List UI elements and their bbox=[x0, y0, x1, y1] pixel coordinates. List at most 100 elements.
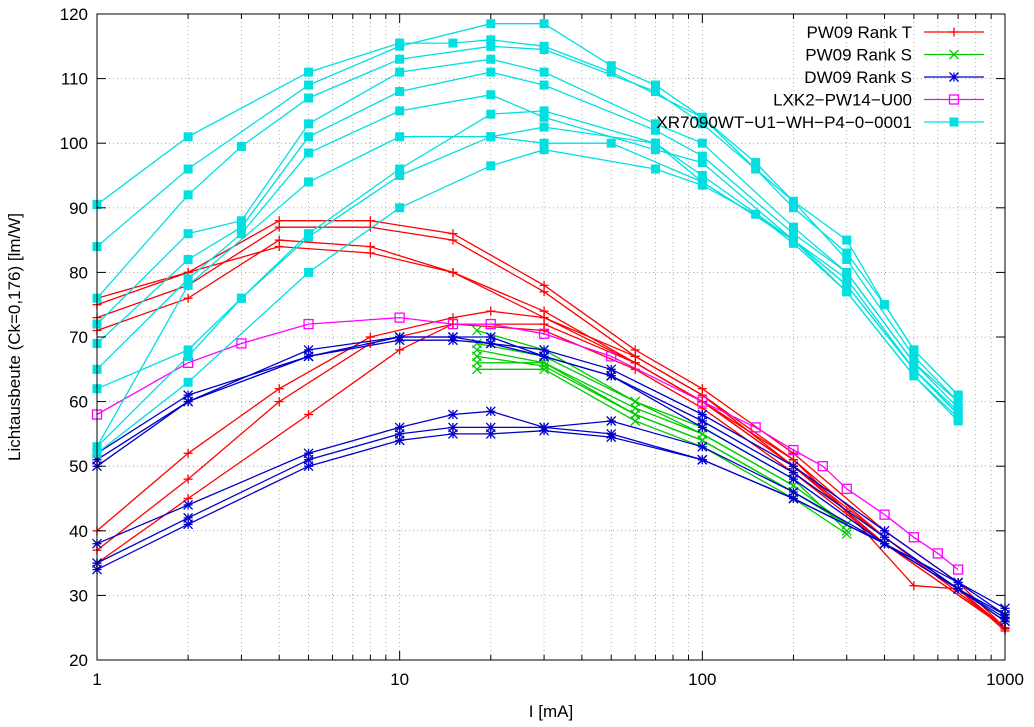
data-point bbox=[879, 509, 890, 520]
data-point bbox=[842, 274, 852, 284]
data-point bbox=[486, 161, 496, 171]
series-line bbox=[96, 316, 959, 571]
data-point bbox=[183, 190, 193, 200]
series-line bbox=[476, 329, 848, 532]
data-point bbox=[448, 267, 458, 277]
y-tick-label: 90 bbox=[69, 199, 88, 218]
data-point bbox=[274, 242, 284, 252]
series-xr7090wt-u1-wh-p4-0-0001-28 bbox=[92, 145, 963, 458]
data-point bbox=[448, 409, 458, 420]
data-point bbox=[606, 138, 616, 148]
data-point bbox=[630, 416, 641, 426]
legend: PW09 Rank T PW09 Rank S DW09 Rank S LXK2−PW… bbox=[656, 23, 984, 132]
data-point bbox=[236, 141, 246, 151]
data-point bbox=[842, 280, 852, 290]
legend-marker bbox=[949, 27, 959, 37]
data-point bbox=[304, 119, 314, 129]
data-point bbox=[606, 432, 617, 443]
data-point bbox=[697, 151, 707, 161]
data-point bbox=[486, 35, 496, 45]
data-point bbox=[395, 67, 405, 77]
y-tick-label: 20 bbox=[69, 651, 88, 670]
data-point bbox=[448, 235, 458, 245]
y-tick-label: 110 bbox=[61, 70, 88, 89]
data-point bbox=[395, 106, 405, 116]
data-point bbox=[304, 80, 314, 90]
data-point bbox=[183, 254, 193, 264]
data-point bbox=[274, 384, 284, 394]
data-point bbox=[538, 328, 550, 339]
legend-entry: LXK2−PW14−U00 bbox=[773, 91, 984, 110]
data-point bbox=[606, 61, 616, 71]
data-point bbox=[485, 338, 496, 349]
data-point bbox=[303, 351, 314, 362]
legend-marker bbox=[949, 117, 959, 127]
data-point bbox=[486, 41, 496, 51]
data-point bbox=[236, 216, 246, 226]
legend-label: LXK2−PW14−U00 bbox=[773, 91, 912, 110]
data-point bbox=[539, 145, 549, 155]
data-point bbox=[183, 377, 193, 387]
series-line bbox=[96, 310, 1006, 629]
data-point bbox=[539, 364, 550, 375]
data-point bbox=[236, 293, 246, 303]
series-layer bbox=[91, 19, 1010, 636]
data-point bbox=[909, 345, 919, 355]
data-point bbox=[304, 177, 314, 187]
data-point bbox=[788, 196, 798, 206]
data-point bbox=[650, 145, 660, 155]
data-point bbox=[953, 583, 964, 594]
grid-lines bbox=[97, 14, 1005, 660]
legend-entry: PW09 Rank S bbox=[805, 46, 984, 65]
x-tick-label: 100 bbox=[688, 670, 716, 689]
data-point bbox=[953, 390, 963, 400]
data-point bbox=[394, 435, 405, 446]
data-point bbox=[274, 397, 284, 407]
data-point bbox=[606, 67, 616, 77]
series-pw09-rank-t-3 bbox=[92, 242, 1010, 633]
legend-label: PW09 Rank S bbox=[805, 46, 912, 65]
legend-entry: PW09 Rank T bbox=[806, 23, 984, 42]
data-point bbox=[909, 358, 919, 368]
data-point bbox=[908, 532, 920, 543]
data-point bbox=[539, 19, 549, 29]
data-point bbox=[448, 335, 458, 346]
y-tick-label: 30 bbox=[69, 586, 88, 605]
data-point bbox=[953, 416, 963, 426]
data-point bbox=[471, 325, 482, 336]
data-point bbox=[303, 461, 314, 472]
data-point bbox=[486, 109, 496, 119]
data-point bbox=[539, 425, 550, 436]
x-tick-label: 1 bbox=[92, 670, 101, 689]
data-point bbox=[304, 132, 314, 142]
series-xr7090wt-u1-wh-p4-0-0001-29 bbox=[92, 132, 963, 452]
data-point bbox=[697, 396, 708, 407]
data-point bbox=[183, 519, 194, 530]
y-axis-label: Lichtausbeute (Ck=0,176) [lm/W] bbox=[5, 213, 24, 461]
data-point bbox=[842, 235, 852, 245]
series-dw09-rank-s-16 bbox=[92, 406, 1010, 620]
data-point bbox=[183, 229, 193, 239]
data-point bbox=[539, 138, 549, 148]
data-point bbox=[395, 54, 405, 64]
data-point bbox=[485, 318, 496, 330]
data-point bbox=[394, 312, 405, 323]
series-dw09-rank-s-17 bbox=[92, 422, 1010, 627]
data-point bbox=[880, 300, 890, 310]
data-point bbox=[952, 564, 964, 575]
data-point bbox=[750, 422, 761, 433]
data-point bbox=[486, 67, 496, 77]
data-point bbox=[788, 229, 798, 239]
series-line bbox=[96, 245, 1006, 629]
data-point bbox=[697, 158, 707, 168]
data-point bbox=[788, 444, 799, 456]
data-point bbox=[697, 454, 708, 465]
data-point bbox=[304, 410, 314, 420]
data-point bbox=[842, 248, 852, 258]
legend-label: DW09 Rank S bbox=[804, 68, 912, 87]
series-line bbox=[96, 336, 1006, 616]
legend-marker bbox=[949, 72, 959, 82]
series-line bbox=[96, 220, 1006, 629]
y-tick-label: 40 bbox=[69, 522, 88, 541]
